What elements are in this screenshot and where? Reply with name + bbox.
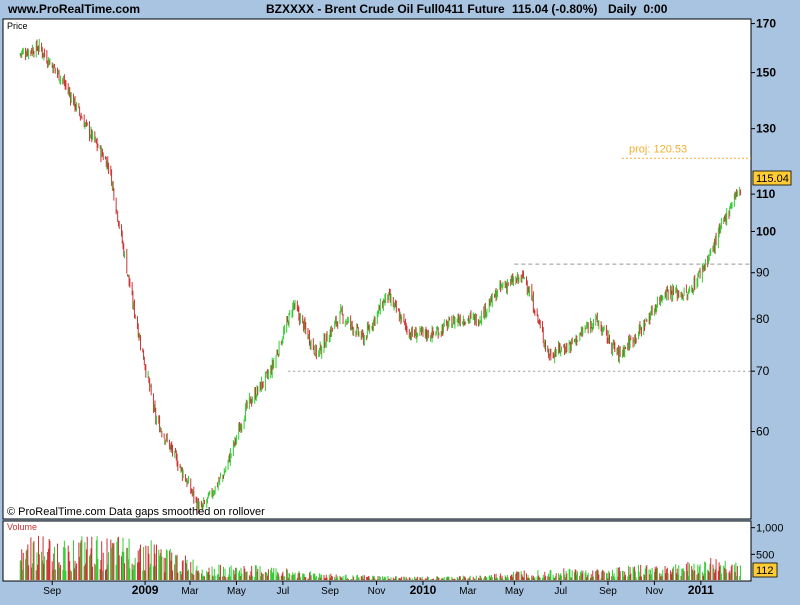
y-tick-label: 110: [756, 187, 776, 201]
projection-label: proj: 120.53: [629, 143, 687, 155]
y-tick-label: 170: [756, 17, 776, 31]
x-tick-label: Sep: [599, 586, 617, 597]
x-tick-label: Mar: [181, 586, 199, 597]
last-price-box: [752, 170, 792, 186]
price-bars: [19, 38, 741, 514]
x-tick-label: Jul: [554, 586, 567, 597]
x-tick-label: Nov: [646, 586, 664, 597]
x-tick-label: Sep: [321, 586, 339, 597]
y-tick-label: 90: [756, 266, 770, 280]
instrument-name: BZXXXX - Brent Crude Oil Full0411 Future: [266, 2, 505, 16]
volume-bars: [19, 535, 741, 580]
time-x-axis: Sep 2009 Mar May Jul Sep Nov 2010 Mar May Jul Sep No…: [43, 581, 714, 597]
last-quote: 115.04 (-0.80%): [512, 2, 598, 16]
last-volume-box: [752, 562, 778, 578]
x-tick-label: 2010: [410, 583, 437, 597]
y-tick-label: 100: [756, 224, 776, 238]
last-volume-label: 112: [756, 565, 774, 577]
y-tick-label: 60: [756, 425, 770, 439]
x-tick-label: Nov: [368, 586, 386, 597]
price-panel[interactable]: [2, 18, 752, 520]
y-tick-label: 150: [756, 66, 776, 80]
volume-y-axis: 500 1,000: [751, 523, 784, 561]
volume-panel-label: Volume: [7, 522, 37, 532]
last-price-label: 115.04: [756, 173, 789, 185]
x-tick-label: Mar: [459, 586, 477, 597]
y-tick-label: 80: [756, 312, 770, 326]
volume-tick-label: 500: [756, 549, 774, 561]
x-tick-label: Sep: [43, 586, 61, 597]
annotations: [288, 157, 751, 372]
volume-tick-label: 1,000: [756, 523, 784, 535]
x-tick-label: Jul: [276, 586, 289, 597]
price-footer-note: © ProRealTime.com Data gaps smoothed on …: [7, 506, 265, 518]
timeframe: Daily 0:00: [608, 2, 668, 16]
site-url[interactable]: www.ProRealTime.com: [8, 2, 141, 16]
x-tick-label: 2011: [688, 583, 714, 597]
x-tick-label: May: [505, 586, 524, 597]
y-tick-label: 70: [756, 364, 770, 378]
chart-header: www.ProRealTime.com BZXXXX - Brent Crude…: [0, 0, 800, 20]
price-panel-label: Price: [7, 21, 28, 31]
x-tick-label: 2009: [132, 583, 159, 597]
y-tick-label: 130: [756, 122, 776, 136]
price-y-axis: 60 70 80 90 100 110 130 150 170: [751, 17, 776, 439]
x-tick-label: May: [227, 586, 246, 597]
